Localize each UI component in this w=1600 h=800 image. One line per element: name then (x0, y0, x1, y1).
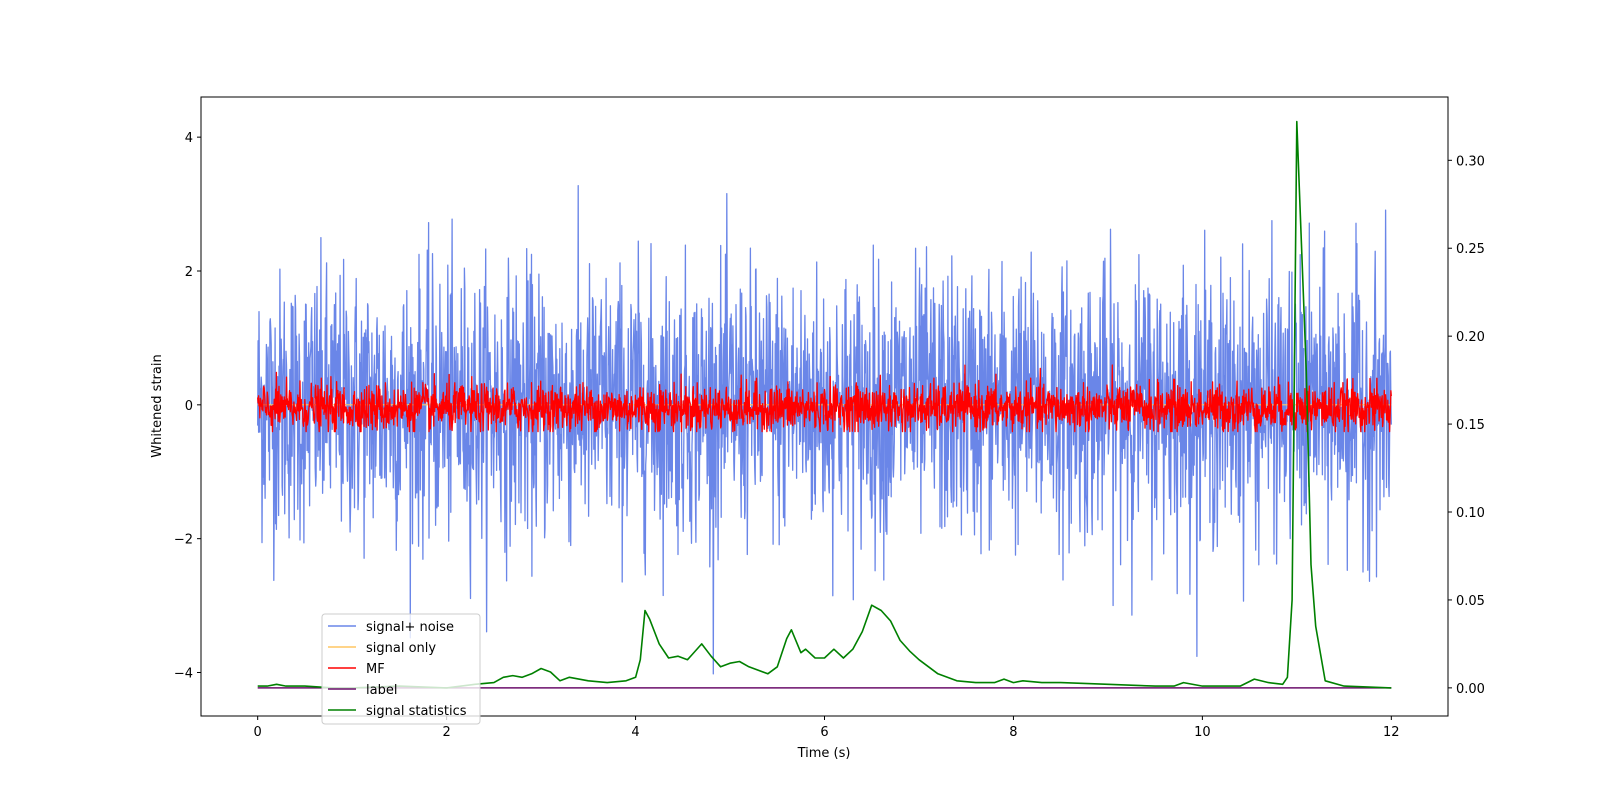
series-line-4 (257, 120, 1392, 689)
x-tick-label: 12 (1383, 725, 1400, 740)
x-tick-label: 2 (442, 725, 450, 740)
y-axis-right: 0.00 0.05 0.10 0.15 0.20 0.25 0.30 (1448, 154, 1485, 697)
y2-tick-label: 0.10 (1456, 506, 1485, 521)
y2-tick-label: 0.25 (1456, 242, 1485, 257)
y-axis-label: Whitened strain (150, 354, 165, 457)
x-tick-label: 8 (1009, 725, 1017, 740)
x-axis-label: Time (s) (797, 746, 851, 761)
series-line-0 (257, 185, 1392, 675)
legend-label: signal only (366, 641, 436, 656)
legend-label: signal+ noise (366, 620, 454, 635)
x-tick-label: 6 (820, 725, 828, 740)
y2-tick-label: 0.15 (1456, 418, 1485, 433)
y-tick-label: 0 (185, 399, 193, 414)
x-tick-label: 4 (631, 725, 639, 740)
legend: signal+ noise signal only MF label signal st… (321, 613, 481, 725)
legend-box (321, 613, 481, 725)
y-tick-label: −2 (174, 533, 193, 548)
y2-tick-label: 0.00 (1456, 682, 1485, 697)
legend-label: signal statistics (366, 704, 467, 719)
x-tick-label: 10 (1194, 725, 1211, 740)
y2-tick-label: 0.30 (1456, 154, 1485, 169)
series-line-2 (257, 364, 1392, 433)
legend-label: label (366, 683, 397, 698)
y-axis-left: −4 −2 0 2 4 (174, 131, 201, 682)
y-tick-label: −4 (174, 667, 193, 682)
y-tick-label: 4 (185, 131, 193, 146)
x-tick-label: 0 (254, 725, 262, 740)
y-tick-label: 2 (185, 265, 193, 280)
legend-label: MF (366, 662, 385, 677)
y2-tick-label: 0.20 (1456, 330, 1485, 345)
y2-tick-label: 0.05 (1456, 594, 1485, 609)
